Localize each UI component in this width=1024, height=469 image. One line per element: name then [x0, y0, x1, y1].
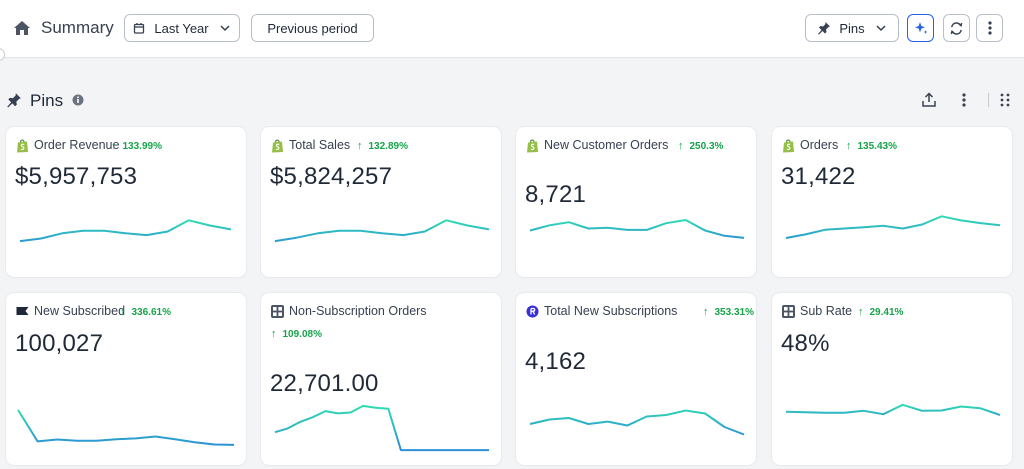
up-arrow-icon: ↑	[703, 306, 709, 318]
more-options-button[interactable]	[976, 14, 1003, 42]
sparkline-chart	[274, 219, 490, 243]
home-icon[interactable]	[12, 18, 32, 38]
metric-card[interactable]: Total New Subscriptions ↑ 353.31% 4,162	[516, 293, 756, 465]
metric-delta-value: 135.43%	[857, 141, 897, 152]
metric-delta: ↑ 132.89%	[357, 140, 408, 152]
metric-delta-value: 250.3%	[689, 141, 724, 152]
section-title: Pins	[30, 91, 64, 110]
sparkline-series	[17, 409, 235, 446]
sparkline-series	[785, 215, 1001, 239]
metric-delta: ↑ 29.41%	[858, 306, 903, 318]
metric-delta: ↑ 135.43%	[846, 140, 897, 152]
metric-delta-value: 133.99%	[122, 141, 162, 152]
metric-card[interactable]: New Subscribed ↑ 336.61% 100,027	[6, 293, 246, 465]
up-arrow-icon: ↑	[120, 306, 126, 318]
metric-value: 31,422	[781, 163, 856, 190]
metric-value: 4,162	[525, 348, 587, 375]
pin-icon	[7, 93, 21, 108]
pin-icon	[818, 22, 831, 35]
metric-name: Non-Subscription Orders	[289, 304, 427, 318]
sparkline-chart	[274, 404, 489, 452]
calendar-icon	[134, 23, 145, 34]
chevron-down-icon	[220, 25, 230, 32]
date-range-label: Last Year	[154, 20, 209, 36]
compare-period-button[interactable]: Previous period	[251, 14, 374, 42]
metric-name: Sub Rate	[800, 304, 853, 318]
metric-delta-value: 132.89%	[368, 141, 408, 152]
up-arrow-icon: ↑	[357, 140, 363, 152]
sparkline-chart	[785, 215, 1001, 239]
section-more-icon[interactable]	[955, 91, 973, 109]
shopify-icon	[272, 139, 283, 153]
metric-name: Total New Subscriptions	[544, 304, 678, 318]
metric-delta: ↑ 133.99%	[111, 140, 162, 152]
grid-app-icon	[271, 305, 284, 318]
metric-card[interactable]: New Customer Orders ↑ 250.3% 8,721	[516, 127, 756, 277]
share-export-icon[interactable]	[920, 91, 938, 109]
page-title: Summary	[41, 18, 114, 37]
metric-name: Orders	[800, 138, 839, 152]
compare-period-label: Previous period	[267, 20, 358, 36]
info-icon[interactable]	[72, 94, 84, 106]
metric-name: New Customer Orders	[544, 138, 669, 152]
sparkline-series	[19, 219, 232, 243]
metric-delta: ↑ 336.61%	[120, 306, 171, 318]
up-arrow-icon: ↑	[271, 328, 277, 340]
metric-value: 48%	[781, 330, 830, 357]
sparkline-chart	[19, 219, 232, 243]
metric-name: New Subscribed	[34, 304, 126, 318]
metric-card[interactable]: Order Revenue ↑ 133.99% $5,957,753	[6, 127, 246, 277]
divider	[988, 93, 989, 107]
kebab-icon	[987, 21, 992, 35]
metric-delta-value: 109.08%	[282, 329, 322, 340]
shopify-icon	[17, 139, 28, 153]
metric-value: 22,701.00	[270, 370, 379, 397]
view-label: Pins	[839, 20, 865, 36]
metric-name: Total Sales	[289, 138, 351, 152]
metric-name: Order Revenue	[34, 138, 120, 152]
up-arrow-icon: ↑	[111, 140, 117, 152]
metric-delta-value: 353.31%	[714, 307, 754, 318]
klaviyo-flag-icon	[16, 307, 29, 315]
up-arrow-icon: ↑	[858, 306, 864, 318]
sparkline-chart	[17, 409, 235, 446]
metric-delta-value: 336.61%	[131, 307, 171, 318]
sparkline-series	[529, 219, 745, 239]
metric-card[interactable]: Orders ↑ 135.43% 31,422	[772, 127, 1012, 277]
ai-assistant-button[interactable]	[907, 14, 934, 42]
view-dropdown[interactable]: Pins	[805, 14, 899, 42]
metric-value: $5,824,257	[270, 163, 393, 190]
drag-handle-icon[interactable]	[996, 91, 1014, 109]
date-range-dropdown[interactable]: Last Year	[124, 14, 240, 42]
up-arrow-icon: ↑	[678, 140, 684, 152]
metric-card[interactable]: Total Sales ↑ 132.89% $5,824,257	[261, 127, 501, 277]
metric-value: 100,027	[15, 330, 104, 357]
metric-delta: ↑ 353.31%	[703, 306, 754, 318]
metric-card[interactable]: Sub Rate ↑ 29.41% 48%	[772, 293, 1012, 465]
sparkline-chart	[529, 409, 745, 436]
sparkline-series	[529, 409, 745, 436]
sparkline-series	[785, 403, 1001, 416]
sparkline-series	[274, 404, 489, 452]
metric-value: 8,721	[525, 181, 587, 208]
grid-app-icon	[782, 305, 795, 318]
chevron-down-icon	[876, 25, 886, 32]
recharge-icon	[526, 305, 539, 318]
metric-delta-value: 29.41%	[869, 307, 904, 318]
metric-card[interactable]: Non-Subscription Orders ↑ 109.08% 22,701.00	[261, 293, 501, 465]
top-bar: Summary Last Year Previous period Pins	[0, 0, 1024, 58]
shopify-icon	[783, 139, 794, 153]
shopify-icon	[527, 139, 538, 153]
refresh-icon	[950, 21, 963, 35]
refresh-button[interactable]	[943, 14, 970, 42]
sparkline-chart	[529, 219, 745, 239]
up-arrow-icon: ↑	[846, 140, 852, 152]
sparkline-series	[274, 219, 490, 243]
metric-delta: ↑ 109.08%	[271, 328, 322, 340]
metric-value: $5,957,753	[15, 163, 138, 190]
sparkline-chart	[785, 403, 1001, 416]
sparkle-icon	[914, 22, 927, 34]
metric-delta: ↑ 250.3%	[678, 140, 723, 152]
